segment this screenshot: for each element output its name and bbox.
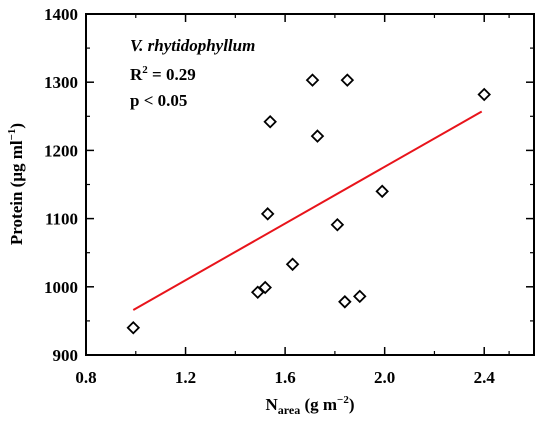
x-tick-label: 1.6	[274, 368, 295, 387]
data-point	[353, 289, 367, 304]
y-tick-label: 1000	[44, 278, 78, 297]
x-tick-label: 1.2	[175, 368, 196, 387]
data-point	[477, 87, 491, 102]
data-point	[338, 295, 352, 309]
x-tick-label: 0.8	[75, 368, 96, 387]
y-tick-label: 1300	[44, 73, 78, 92]
axis-ticks	[85, 13, 534, 356]
data-point	[375, 184, 389, 199]
y-axis-title: Protein (μg ml−1)	[6, 123, 26, 245]
x-tick-label: 2.0	[374, 368, 395, 387]
regression-line	[132, 110, 483, 311]
p-value-label: p < 0.05	[130, 91, 187, 110]
data-point	[260, 207, 275, 221]
data-point	[310, 129, 325, 143]
data-point	[263, 114, 277, 129]
y-tick-label: 900	[53, 346, 79, 365]
y-tick-label: 1100	[45, 210, 78, 229]
x-tick-label: 2.4	[474, 368, 496, 387]
species-label: V. rhytidophyllum	[130, 36, 255, 55]
data-points	[126, 73, 491, 335]
data-point	[330, 217, 345, 232]
stats-annotation: V. rhytidophyllum R2 = 0.29 p < 0.05	[130, 36, 255, 110]
y-tick-label: 1400	[44, 5, 78, 24]
y-tick-label: 1200	[44, 141, 78, 160]
x-tick-labels: 0.8 1.2 1.6 2.0 2.4	[75, 368, 495, 387]
data-point	[340, 73, 355, 87]
data-point	[305, 73, 320, 87]
data-point	[285, 257, 300, 272]
data-point	[126, 320, 141, 335]
data-point	[258, 280, 272, 295]
x-axis-title: Narea (g m−2)	[266, 394, 355, 417]
y-tick-labels: 900 1000 1100 1200 1300 1400	[44, 5, 78, 365]
r-squared-label: R2 = 0.29	[130, 64, 196, 84]
